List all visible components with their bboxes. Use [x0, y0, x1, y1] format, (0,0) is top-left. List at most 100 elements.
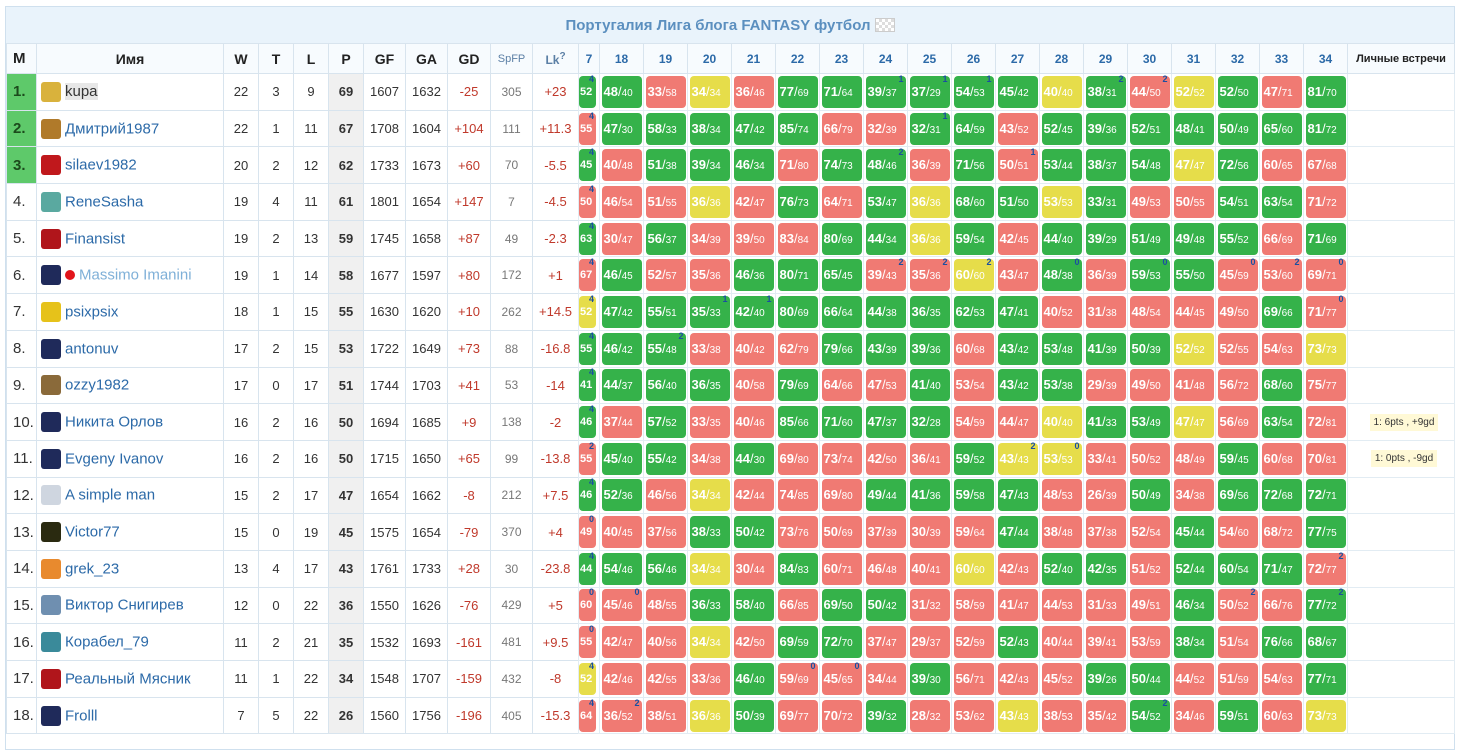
score-badge[interactable]: 33/35: [689, 406, 730, 439]
round-header[interactable]: 18: [599, 43, 644, 74]
score-badge[interactable]: 72/77 2: [1305, 551, 1346, 585]
round-header[interactable]: 34: [1303, 43, 1348, 74]
score-badge[interactable]: 56/69: [1217, 406, 1258, 439]
score-badge[interactable]: 41/39: [1085, 332, 1126, 365]
score-badge[interactable]: 59/45: [1217, 442, 1258, 475]
score-badge[interactable]: 55/51: [645, 295, 686, 328]
team-name-cell[interactable]: psixpsix: [36, 293, 224, 331]
score-badge[interactable]: 55/52: [1217, 222, 1258, 255]
score-badge[interactable]: 37/39: [865, 516, 906, 549]
col-spfp-header[interactable]: SpFP: [490, 43, 533, 74]
score-badge[interactable]: 54/59: [953, 406, 994, 439]
score-badge[interactable]: 40/52: [1041, 295, 1082, 328]
score-badge[interactable]: 54/63: [1261, 332, 1302, 365]
score-badge[interactable]: 38/34: [689, 112, 730, 145]
score-badge[interactable]: 54/53 1: [953, 74, 994, 108]
score-badge[interactable]: 52/44: [1173, 552, 1214, 585]
score-badge[interactable]: 55/50: [1173, 259, 1214, 292]
score-badge[interactable]: 40/42: [733, 332, 774, 365]
score-badge[interactable]: 55/48 2: [645, 331, 686, 365]
score-badge[interactable]: 77/71: [1305, 662, 1346, 695]
score-badge[interactable]: 34/38: [1173, 479, 1214, 512]
score-badge[interactable]: 36/36: [689, 185, 730, 218]
score-badge[interactable]: 49/53: [1129, 185, 1170, 218]
score-badge[interactable]: 48/49: [1173, 442, 1214, 475]
score-badge[interactable]: 40/48: [601, 149, 642, 182]
score-badge[interactable]: 44/50 2: [1129, 74, 1170, 108]
team-name-cell[interactable]: Корабел_79: [36, 623, 224, 661]
score-badge[interactable]: 41/33: [1085, 406, 1126, 439]
score-badge[interactable]: 80/69: [777, 295, 818, 328]
score-badge[interactable]: 39/37 1: [865, 74, 906, 108]
team-name-link[interactable]: kupa: [65, 83, 98, 101]
score-badge[interactable]: 34/34: [689, 552, 730, 585]
team-name-cell[interactable]: Реальный Мясник: [36, 660, 224, 698]
score-badge[interactable]: 71/80: [777, 149, 818, 182]
score-badge[interactable]: 46/45: [601, 259, 642, 292]
score-badge[interactable]: 51/52: [1129, 552, 1170, 585]
score-badge[interactable]: 41/36: [909, 479, 950, 512]
score-badge[interactable]: 51/49: [1129, 222, 1170, 255]
team-name-link[interactable]: psixpsix: [65, 303, 119, 321]
score-badge[interactable]: 42/47: [733, 185, 774, 218]
round-header[interactable]: 27: [995, 43, 1040, 74]
round-header[interactable]: 22: [775, 43, 820, 74]
score-badge[interactable]: 39/50: [733, 222, 774, 255]
score-badge[interactable]: 50/49: [1129, 479, 1170, 512]
score-badge[interactable]: 39/30: [909, 662, 950, 695]
team-name-link[interactable]: Реальный Мясник: [65, 670, 191, 688]
score-badge[interactable]: 73/74: [821, 442, 862, 475]
score-badge[interactable]: 36/36: [689, 699, 730, 732]
score-badge[interactable]: 37/56: [645, 516, 686, 549]
score-badge[interactable]: 56/40: [645, 369, 686, 402]
score-badge[interactable]: 73/73: [1305, 699, 1346, 732]
score-badge[interactable]: 80/69: [821, 222, 862, 255]
score-badge[interactable]: 50/42: [733, 516, 774, 549]
score-badge[interactable]: 52 4: [579, 74, 596, 108]
team-name-link[interactable]: antonuv: [65, 340, 119, 358]
score-badge[interactable]: 73/76: [777, 516, 818, 549]
score-badge[interactable]: 43/47: [997, 259, 1038, 292]
score-badge[interactable]: 54/60: [1217, 516, 1258, 549]
score-badge[interactable]: 52/52: [1173, 75, 1214, 108]
score-badge[interactable]: 32/39: [865, 112, 906, 145]
score-badge[interactable]: 50/39: [733, 699, 774, 732]
score-badge[interactable]: 38/34: [1173, 626, 1214, 659]
score-badge[interactable]: 43/52: [997, 112, 1038, 145]
score-badge[interactable]: 59/52: [953, 442, 994, 475]
score-badge[interactable]: 64/59: [953, 112, 994, 145]
score-badge[interactable]: 38/48: [1041, 516, 1082, 549]
score-badge[interactable]: 44/45: [1173, 295, 1214, 328]
score-badge[interactable]: 69/66: [1261, 295, 1302, 328]
score-badge[interactable]: 67 4: [579, 257, 596, 292]
score-badge[interactable]: 33/31: [1085, 185, 1126, 218]
score-badge[interactable]: 70/72: [821, 699, 862, 732]
score-badge[interactable]: 45/59 0: [1217, 257, 1258, 292]
score-badge[interactable]: 36/35: [909, 295, 950, 328]
score-badge[interactable]: 48/38 0: [1041, 257, 1082, 292]
score-badge[interactable]: 69/80: [777, 442, 818, 475]
score-badge[interactable]: 72/70: [821, 626, 862, 659]
score-badge[interactable]: 53/60 2: [1261, 257, 1302, 292]
score-badge[interactable]: 69/80: [821, 479, 862, 512]
col-t-header[interactable]: T: [258, 43, 294, 74]
col-w-header[interactable]: W: [223, 43, 259, 74]
score-badge[interactable]: 48/41: [1173, 112, 1214, 145]
score-badge[interactable]: 43/39: [865, 332, 906, 365]
score-badge[interactable]: 53/59: [1129, 626, 1170, 659]
score-badge[interactable]: 50/42: [865, 589, 906, 622]
score-badge[interactable]: 69/50: [821, 589, 862, 622]
score-badge[interactable]: 60/65: [1261, 149, 1302, 182]
score-badge[interactable]: 76/66: [1261, 626, 1302, 659]
score-badge[interactable]: 53/53: [1041, 185, 1082, 218]
score-badge[interactable]: 46/40: [733, 662, 774, 695]
team-name-cell[interactable]: Finansist: [36, 219, 224, 258]
score-badge[interactable]: 40/46: [733, 406, 774, 439]
score-badge[interactable]: 56/71: [953, 662, 994, 695]
score-badge[interactable]: 40/41: [909, 552, 950, 585]
team-name-link[interactable]: silaev1982: [65, 156, 137, 174]
score-badge[interactable]: 35/36 2: [909, 257, 950, 292]
team-name-cell[interactable]: silaev1982: [36, 146, 224, 185]
score-badge[interactable]: 39/36: [1085, 112, 1126, 145]
score-badge[interactable]: 42/43: [997, 552, 1038, 585]
